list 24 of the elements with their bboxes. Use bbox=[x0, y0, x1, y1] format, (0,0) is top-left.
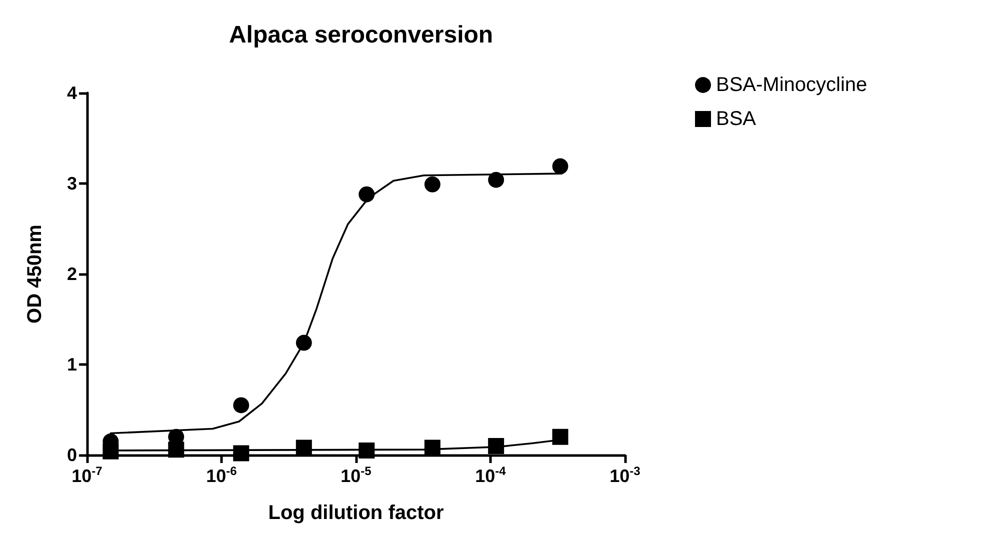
point bbox=[102, 443, 119, 460]
point bbox=[488, 438, 504, 454]
point bbox=[233, 397, 250, 414]
point bbox=[358, 442, 375, 458]
legend-label: BSA-Minocycline bbox=[716, 74, 868, 96]
point bbox=[552, 428, 568, 445]
x-axis-title: Log dilution factor bbox=[268, 502, 444, 524]
legend-label: BSA bbox=[716, 108, 757, 130]
point bbox=[424, 440, 440, 456]
y-axis-title: OD 450nm bbox=[24, 224, 46, 324]
y-tick-label: 0 bbox=[66, 445, 77, 465]
point bbox=[358, 186, 375, 202]
point bbox=[296, 440, 312, 456]
y-tick-label: 3 bbox=[66, 174, 77, 194]
point bbox=[233, 445, 250, 462]
y-tick-label: 4 bbox=[66, 83, 77, 103]
y-tick-label: 1 bbox=[66, 354, 77, 374]
point bbox=[488, 172, 504, 188]
point bbox=[424, 176, 440, 192]
point bbox=[296, 334, 312, 351]
chart-title: Alpaca seroconversion bbox=[228, 22, 494, 48]
y-tick-label: 2 bbox=[66, 264, 77, 284]
point bbox=[552, 158, 568, 174]
point bbox=[168, 442, 184, 458]
